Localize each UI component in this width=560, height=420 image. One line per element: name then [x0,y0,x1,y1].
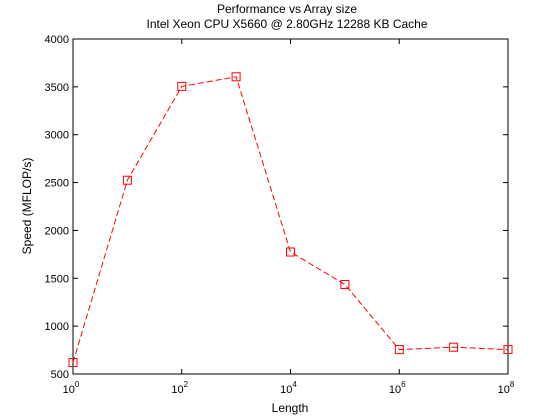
x-tick-base: 10 [498,384,510,396]
x-tick-base: 10 [63,384,75,396]
y-tick-label: 4000 [45,34,69,46]
x-tick-exponent: 4 [292,380,297,389]
chart-subtitle: Intel Xeon CPU X5660 @ 2.80GHz 12288 KB … [146,17,427,31]
y-tick-label: 1500 [45,273,69,285]
data-point [122,175,132,185]
x-tick-exponent: 6 [401,380,406,389]
x-tick-label: 108 [498,380,515,396]
y-tick-label: 2000 [45,225,69,237]
y-tick-label: 2500 [45,178,69,190]
x-tick-base: 10 [280,384,292,396]
x-tick-base: 10 [389,384,401,396]
y-axis: 500 1000 1500 2000 2500 3000 3500 4000 [45,34,508,381]
x-axis-label: Length [272,401,309,415]
x-tick-label: 100 [63,380,80,396]
data-point [449,342,459,352]
x-tick-base: 10 [171,384,183,396]
y-tick-label: 3500 [45,82,69,94]
data-point [68,358,78,367]
x-axis: 100 102 104 106 108 [63,39,515,396]
data-point [394,345,404,355]
x-tick-exponent: 0 [75,380,80,389]
series-line [72,76,509,363]
data-point [177,81,187,91]
y-tick-label: 500 [51,369,69,381]
data-point [503,345,513,355]
y-axis-label: Speed (MFLOP/s) [20,158,34,255]
series-group [68,72,513,367]
x-tick-label: 106 [389,380,406,396]
plot-area [72,38,509,375]
y-tick-label: 1000 [45,321,69,333]
data-point [231,72,241,82]
x-tick-label: 102 [171,380,188,396]
chart-title: Performance vs Array size [217,2,357,16]
y-tick-label: 3000 [45,130,69,142]
x-tick-exponent: 2 [184,380,189,389]
data-point [286,247,295,257]
x-tick-label: 104 [280,380,297,396]
data-point [340,280,350,289]
x-tick-exponent: 8 [510,380,515,389]
